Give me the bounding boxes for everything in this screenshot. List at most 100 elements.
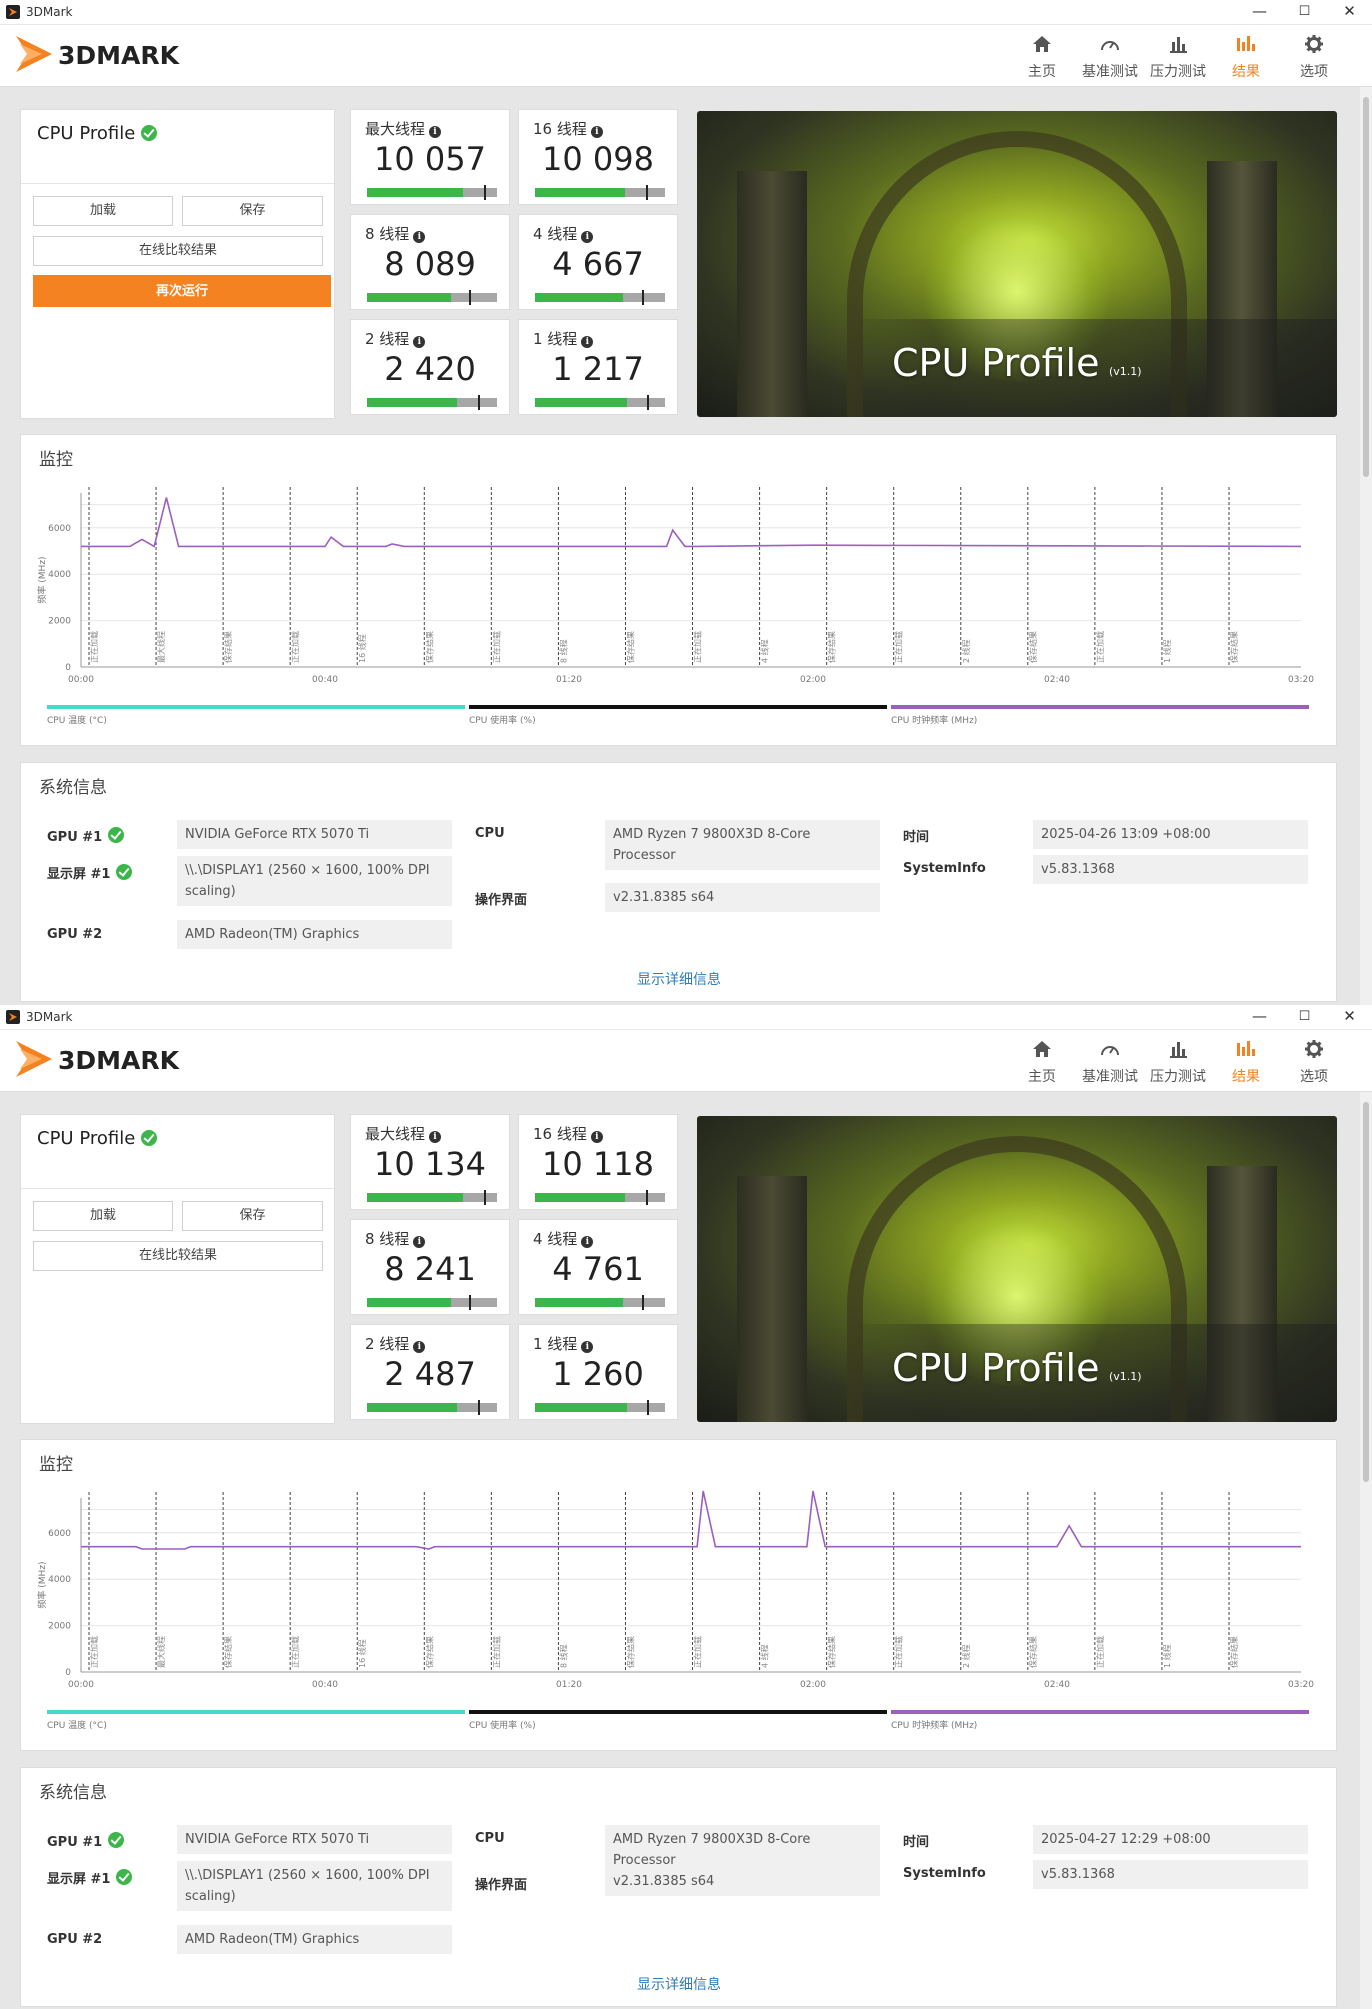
score-bar-marker <box>645 1190 648 1205</box>
show-details-link[interactable]: 显示详细信息 <box>637 1977 721 1993</box>
gpu1-value: NVIDIA GeForce RTX 5070 Ti <box>177 1825 452 1854</box>
profile-title: CPU Profile <box>37 123 158 144</box>
maximize-button[interactable]: ☐ <box>1298 4 1311 19</box>
phase-label: 保存结果 <box>424 1636 434 1668</box>
nav-benchmarks[interactable]: 基准测试 <box>1076 29 1144 81</box>
nav-options[interactable]: 选项 <box>1280 1034 1348 1086</box>
nav-home[interactable]: 主页 <box>1008 1034 1076 1086</box>
info-icon[interactable]: i <box>590 126 603 138</box>
logo-text: 3DMARK <box>58 41 179 70</box>
legend-bar[interactable] <box>47 705 465 709</box>
y-tick-label: 2000 <box>48 617 71 627</box>
score-bar <box>367 1400 497 1415</box>
phase-label: 4 线程 <box>760 639 770 663</box>
phase-label: 正在加载 <box>894 631 904 663</box>
nav-label: 结果 <box>1232 1069 1260 1085</box>
close-button[interactable]: ✕ <box>1343 1007 1356 1025</box>
monitor-panel: 监控 6000 4000 2000 0 频率 (MHz) 00:00 00:40 01:20 0… <box>20 434 1337 746</box>
phase-label: 正在加载 <box>693 1636 703 1668</box>
gpu2-value: AMD Radeon(TM) Graphics <box>177 1925 452 1954</box>
info-icon[interactable]: i <box>413 1236 426 1248</box>
phase-label: 正在加载 <box>491 631 501 663</box>
load-button[interactable]: 加载 <box>33 1201 173 1231</box>
score-bar-marker <box>645 185 648 200</box>
nav-options[interactable]: 选项 <box>1280 29 1348 81</box>
scrollbar[interactable] <box>1360 87 1372 1005</box>
display1-label: 显示屏 #1 <box>47 863 133 882</box>
nav-benchmarks[interactable]: 基准测试 <box>1076 1034 1144 1086</box>
legend-label: CPU 时钟频率 (MHz) <box>891 714 977 726</box>
nav-home[interactable]: 主页 <box>1008 29 1076 81</box>
hero-title-band <box>847 1324 1337 1422</box>
info-icon[interactable]: i <box>413 231 426 243</box>
nav-label: 主页 <box>1028 64 1056 80</box>
info-icon[interactable]: i <box>590 1131 603 1143</box>
close-button[interactable]: ✕ <box>1343 2 1356 20</box>
systeminfo-value: v5.83.1368 <box>1033 855 1308 884</box>
phase-label: 保存结果 <box>827 631 837 663</box>
phase-label: 正在加载 <box>1095 1636 1105 1668</box>
legend-bar[interactable] <box>47 1710 465 1714</box>
os-label: 操作界面 <box>475 893 528 908</box>
legend-bar[interactable] <box>469 1710 887 1714</box>
nav-stress-tests[interactable]: 压力测试 <box>1144 1034 1212 1086</box>
x-tick-label: 00:00 <box>68 1680 94 1690</box>
compare-online-button[interactable]: 在线比较结果 <box>33 236 323 266</box>
info-icon[interactable]: i <box>413 1341 426 1353</box>
info-icon[interactable]: i <box>413 336 426 348</box>
app-window-2: 3DMark — ☐ ✕ 3DMARK 主页 基准测试 压力测试 <box>0 1005 1372 2009</box>
score-label: 1 线程 i <box>533 328 594 349</box>
nav-label: 压力测试 <box>1150 64 1206 80</box>
scrollbar-thumb[interactable] <box>1363 97 1369 477</box>
score-value: 10 057 <box>374 140 486 178</box>
scrollbar[interactable] <box>1360 1092 1372 2009</box>
hero-title-band <box>847 319 1337 417</box>
score-label: 8 线程 i <box>365 1228 426 1249</box>
legend-bar[interactable] <box>891 1710 1309 1714</box>
x-tick-label: 02:40 <box>1044 1680 1070 1690</box>
info-icon[interactable]: i <box>581 231 594 243</box>
save-button[interactable]: 保存 <box>182 196 323 226</box>
run-again-button[interactable]: 再次运行 <box>33 275 331 307</box>
save-button[interactable]: 保存 <box>182 1201 323 1231</box>
load-button[interactable]: 加载 <box>33 196 173 226</box>
score-bar <box>535 290 665 305</box>
scrollbar-thumb[interactable] <box>1363 1102 1369 1482</box>
phase-label: 保存结果 <box>1229 631 1239 663</box>
info-icon[interactable]: i <box>581 1236 594 1248</box>
score-bar <box>367 1295 497 1310</box>
legend-bar[interactable] <box>469 705 887 709</box>
monitor-chart: 6000 4000 2000 0 频率 (MHz) 00:00 00:40 01:20 02:0… <box>36 487 1314 726</box>
info-icon[interactable]: i <box>429 126 442 138</box>
phase-label: 保存结果 <box>1229 1636 1239 1668</box>
score-bar-fill <box>535 1193 626 1202</box>
compare-online-button[interactable]: 在线比较结果 <box>33 1241 323 1271</box>
legend-bar[interactable] <box>891 705 1309 709</box>
info-icon[interactable]: i <box>429 1131 442 1143</box>
score-card: 16 线程 i 10 118 <box>518 1114 678 1210</box>
nav-label: 选项 <box>1300 64 1328 80</box>
minimize-button[interactable]: — <box>1252 2 1267 20</box>
gpu1-label: GPU #1 <box>47 827 125 845</box>
app-icon <box>6 5 20 19</box>
score-bar-marker <box>477 395 480 410</box>
info-icon[interactable]: i <box>581 336 594 348</box>
nav-results[interactable]: 结果 <box>1212 29 1280 81</box>
os-label: 操作界面 <box>475 1878 528 1893</box>
maximize-button[interactable]: ☐ <box>1298 1009 1311 1024</box>
cpu-value: AMD Ryzen 7 9800X3D 8-Core Processor <box>605 820 880 870</box>
score-label: 1 线程 i <box>533 1333 594 1354</box>
nav-results[interactable]: 结果 <box>1212 1034 1280 1086</box>
phase-label: 保存结果 <box>1028 1636 1038 1668</box>
show-details-link[interactable]: 显示详细信息 <box>637 972 721 988</box>
nav-stress-tests[interactable]: 压力测试 <box>1144 29 1212 81</box>
y-tick-label: 6000 <box>48 1529 71 1539</box>
phase-label: 16 线程 <box>357 634 367 663</box>
minimize-button[interactable]: — <box>1252 1007 1267 1025</box>
app-header: 3DMARK 主页 基准测试 压力测试 结果 选项 <box>0 25 1372 87</box>
gauge-icon <box>1101 1046 1119 1056</box>
hero-banner: CPU Profile (v1.1) <box>697 1116 1337 1422</box>
stress-chart-icon <box>1170 1042 1187 1058</box>
info-icon[interactable]: i <box>581 1341 594 1353</box>
score-label: 最大线程 i <box>365 118 442 139</box>
